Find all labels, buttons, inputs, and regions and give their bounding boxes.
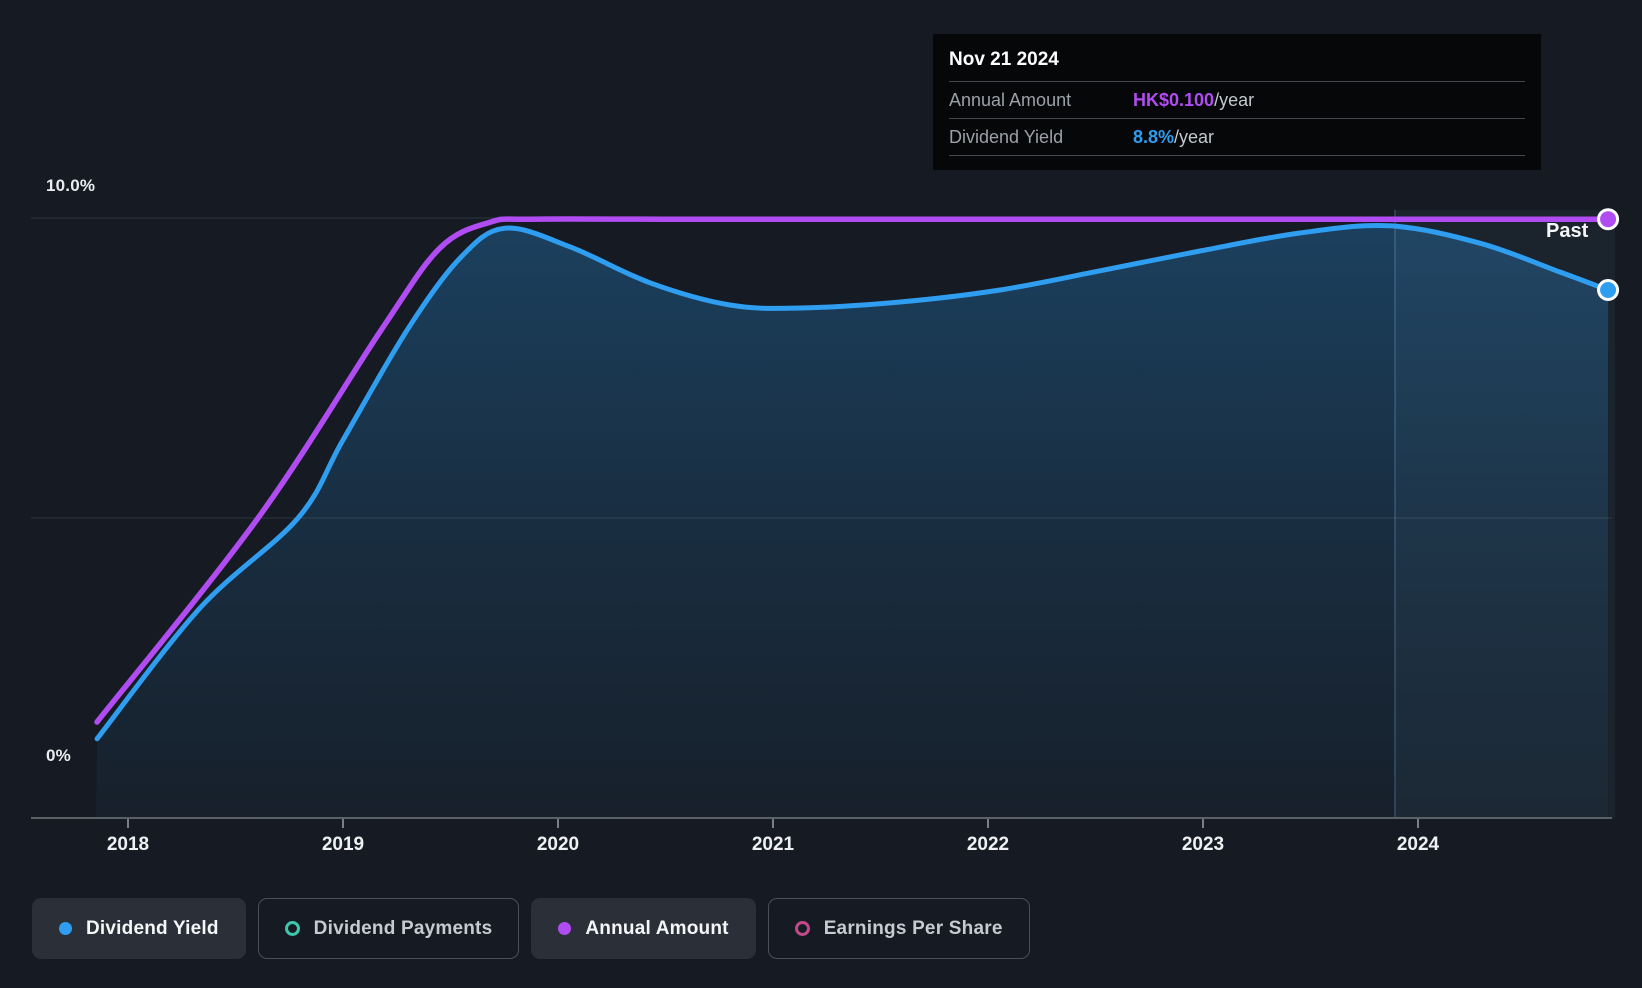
x-tick-label: 2024: [1397, 834, 1440, 855]
past-band-rect: [1394, 210, 1615, 818]
annual-amount-end-marker: [1597, 208, 1620, 231]
yield-area-fill: [96, 225, 1609, 819]
x-tick-label: 2023: [1182, 834, 1224, 855]
annual-amount-line: [94, 216, 1611, 725]
dividend-yield-area: [96, 225, 1609, 819]
legend-dividend-payments-button[interactable]: Dividend Payments: [257, 898, 520, 959]
chart-legend: Dividend Yield Dividend Payments Annual …: [32, 898, 1042, 959]
series-end-markers: [1597, 208, 1620, 301]
x-tick-label: 2020: [537, 834, 579, 855]
tooltip-label: Dividend Yield: [949, 126, 1064, 147]
x-tick-label: 2022: [967, 834, 1009, 855]
legend-label: Dividend Yield: [86, 917, 219, 939]
x-axis: [31, 817, 1612, 828]
series-lines: [94, 216, 1611, 742]
tooltip-label: Annual Amount: [949, 89, 1072, 110]
x-tick-label: 2018: [107, 834, 149, 855]
earnings-per-share-marker-icon: [794, 921, 810, 936]
tooltip-row-dividend-yield: Dividend Yield 8.8%/year: [949, 118, 1525, 156]
legend-label: Earnings Per Share: [823, 917, 1003, 939]
dividend-yield-end-marker: [1597, 279, 1620, 301]
x-tick-label: 2019: [322, 834, 364, 855]
legend-label: Dividend Payments: [313, 917, 493, 939]
legend-dividend-yield-button[interactable]: Dividend Yield: [32, 898, 246, 959]
legend-annual-amount-button[interactable]: Annual Amount: [531, 898, 756, 959]
y-axis-label-0pct: 0%: [46, 746, 71, 765]
legend-label: Annual Amount: [585, 917, 729, 939]
x-tick-label: 2021: [752, 834, 795, 855]
chart-tooltip: Nov 21 2024 Annual Amount HK$0.100/year …: [933, 34, 1541, 170]
chart-canvas[interactable]: 2018 2019 2020 2021 2022 2023 2024: [0, 0, 1642, 880]
x-axis-labels: 2018 2019 2020 2021 2022 2023 2024: [107, 834, 1440, 855]
tooltip-date: Nov 21 2024: [949, 49, 1059, 70]
y-axis-label-10pct: 10.0%: [46, 176, 96, 195]
past-year-band: [1394, 210, 1615, 818]
past-label: Past: [1546, 220, 1589, 242]
dividend-yield-line: [94, 222, 1611, 742]
dividend-payments-marker-icon: [284, 921, 300, 936]
tooltip-value: 8.8%/year: [1133, 126, 1215, 147]
annual-amount-marker-icon: [558, 922, 572, 935]
legend-earnings-per-share-button[interactable]: Earnings Per Share: [767, 898, 1030, 959]
tooltip-value: HK$0.100/year: [1133, 89, 1255, 110]
tooltip-row-annual-amount: Annual Amount HK$0.100/year: [949, 81, 1525, 118]
dividend-yield-marker-icon: [59, 922, 72, 935]
